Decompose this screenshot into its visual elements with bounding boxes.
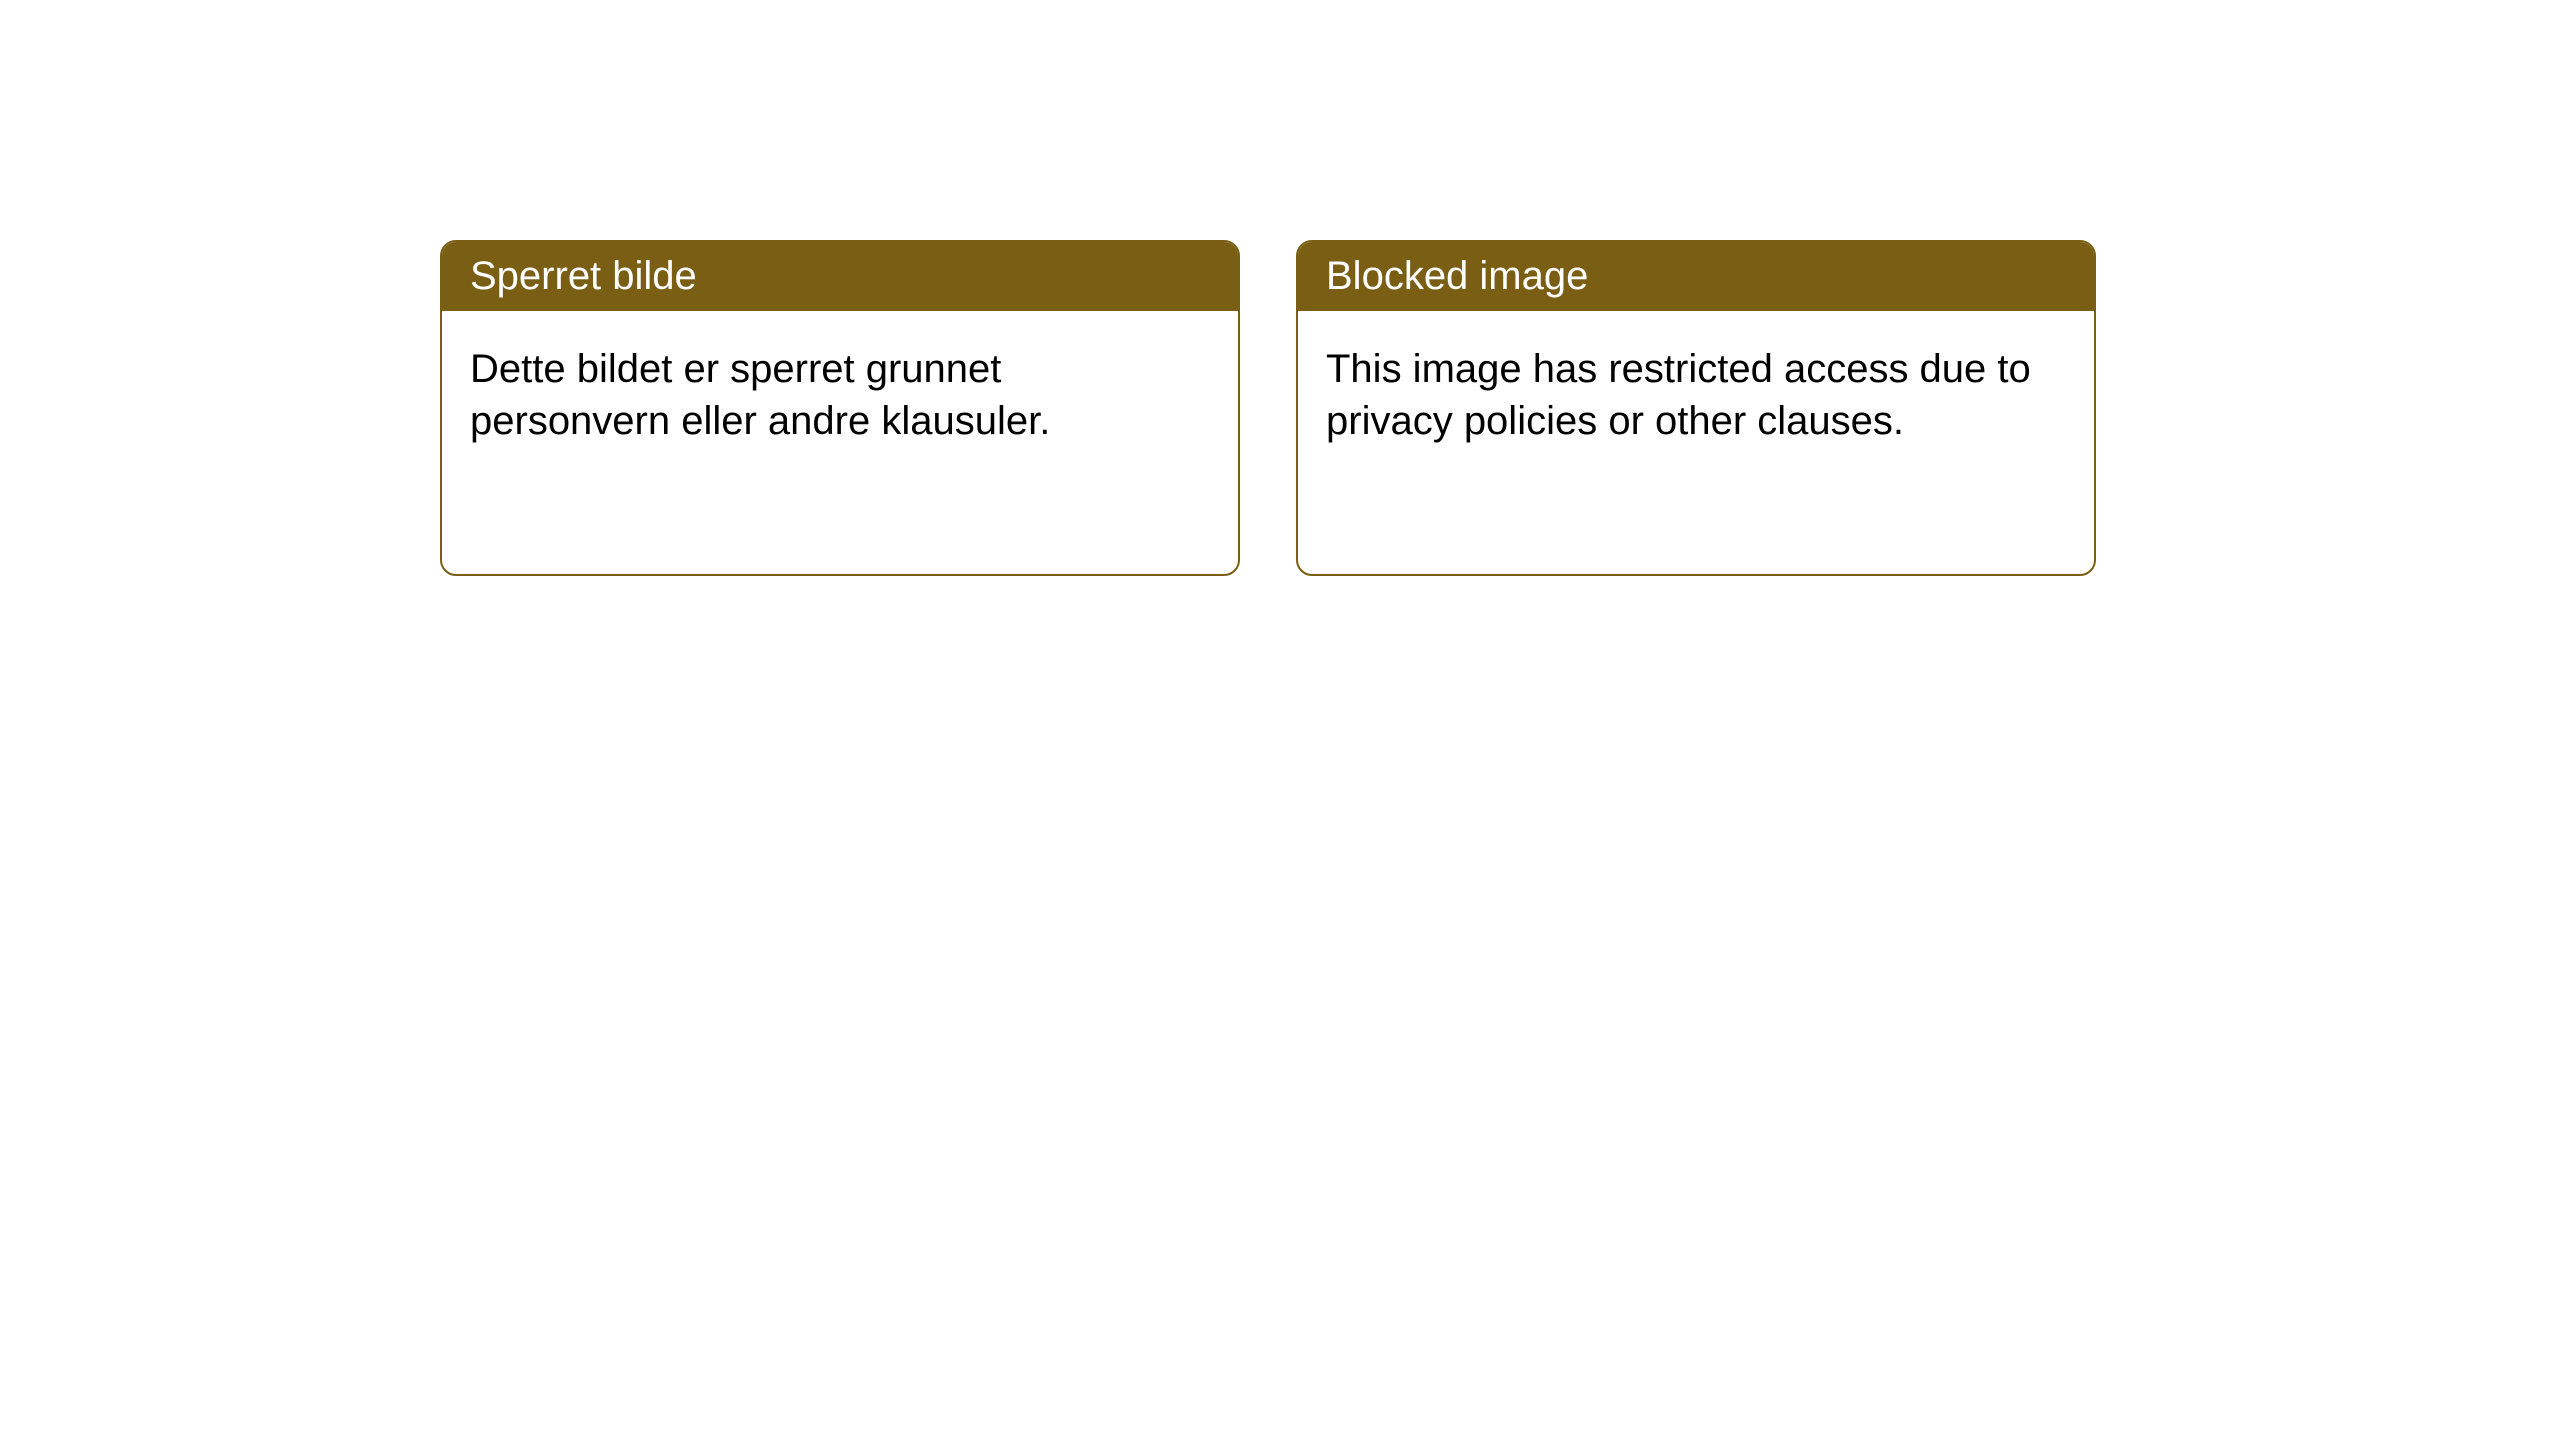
notice-card-english: Blocked image This image has restricted … (1296, 240, 2096, 576)
notice-header-norwegian: Sperret bilde (442, 242, 1238, 311)
notice-header-english: Blocked image (1298, 242, 2094, 311)
notice-body-english: This image has restricted access due to … (1298, 311, 2094, 479)
notice-body-norwegian: Dette bildet er sperret grunnet personve… (442, 311, 1238, 479)
notice-text-english: This image has restricted access due to … (1326, 347, 2031, 443)
notice-title-english: Blocked image (1326, 254, 1588, 298)
notice-card-norwegian: Sperret bilde Dette bildet er sperret gr… (440, 240, 1240, 576)
notice-text-norwegian: Dette bildet er sperret grunnet personve… (470, 347, 1050, 443)
notice-container: Sperret bilde Dette bildet er sperret gr… (0, 0, 2560, 576)
notice-title-norwegian: Sperret bilde (470, 254, 697, 298)
